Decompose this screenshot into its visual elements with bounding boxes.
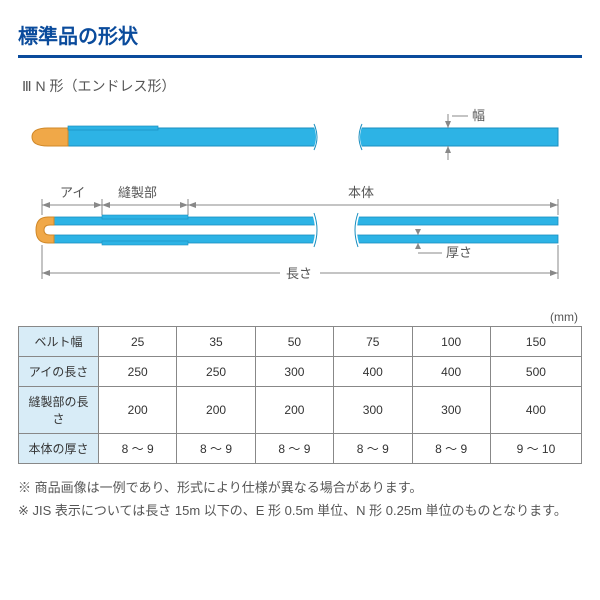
table-cell: 100 [412, 327, 490, 357]
table-cell: 150 [490, 327, 581, 357]
table-cell: 400 [490, 387, 581, 434]
table-cell: 250 [99, 357, 177, 387]
note-line: ※ 商品画像は一例であり、形式により仕様が異なる場合があります。 [18, 478, 582, 499]
notes: ※ 商品画像は一例であり、形式により仕様が異なる場合があります。 ※ JIS 表… [18, 478, 582, 522]
table-cell: 8 ～ 9 [255, 434, 333, 464]
label-body: 本体 [348, 185, 374, 200]
table-cell: 8 ～ 9 [177, 434, 255, 464]
table-cell: 400 [334, 357, 412, 387]
spec-table: ベルト幅 25 35 50 75 100 150 アイの長さ 250 250 3… [18, 326, 582, 464]
table-cell: 9 ～ 10 [490, 434, 581, 464]
table-row: 縫製部の長さ 200 200 200 300 300 400 [19, 387, 582, 434]
table-row: 本体の厚さ 8 ～ 9 8 ～ 9 8 ～ 9 8 ～ 9 8 ～ 9 9 ～ … [19, 434, 582, 464]
row-header: 縫製部の長さ [19, 387, 99, 434]
table-cell: 200 [255, 387, 333, 434]
unit-label: (mm) [18, 310, 582, 324]
table-cell: 300 [412, 387, 490, 434]
diagram-endless-top: 幅 [18, 106, 578, 166]
label-width: 幅 [472, 108, 485, 123]
page-title: 標準品の形状 [18, 20, 582, 58]
label-eye: アイ [60, 185, 85, 200]
table-cell: 400 [412, 357, 490, 387]
label-thickness: 厚さ [446, 245, 472, 260]
row-header: 本体の厚さ [19, 434, 99, 464]
table-cell: 200 [177, 387, 255, 434]
diagram-endless-side: アイ 縫製部 本体 厚さ 長さ [18, 183, 578, 293]
label-stitch: 縫製部 [118, 185, 157, 200]
table-cell: 250 [177, 357, 255, 387]
note-line: ※ JIS 表示については長さ 15m 以下の、E 形 0.5m 単位、N 形 … [18, 501, 582, 522]
table-row: アイの長さ 250 250 300 400 400 500 [19, 357, 582, 387]
table-cell: 75 [334, 327, 412, 357]
label-length: 長さ [286, 266, 312, 281]
table-cell: 500 [490, 357, 581, 387]
table-row: ベルト幅 25 35 50 75 100 150 [19, 327, 582, 357]
table-cell: 300 [255, 357, 333, 387]
table-cell: 35 [177, 327, 255, 357]
subtitle: Ⅲ N 形（エンドレス形） [22, 76, 582, 96]
row-header: ベルト幅 [19, 327, 99, 357]
row-header: アイの長さ [19, 357, 99, 387]
table-cell: 25 [99, 327, 177, 357]
table-cell: 8 ～ 9 [412, 434, 490, 464]
table-cell: 8 ～ 9 [99, 434, 177, 464]
table-cell: 50 [255, 327, 333, 357]
table-cell: 8 ～ 9 [334, 434, 412, 464]
table-cell: 200 [99, 387, 177, 434]
table-cell: 300 [334, 387, 412, 434]
